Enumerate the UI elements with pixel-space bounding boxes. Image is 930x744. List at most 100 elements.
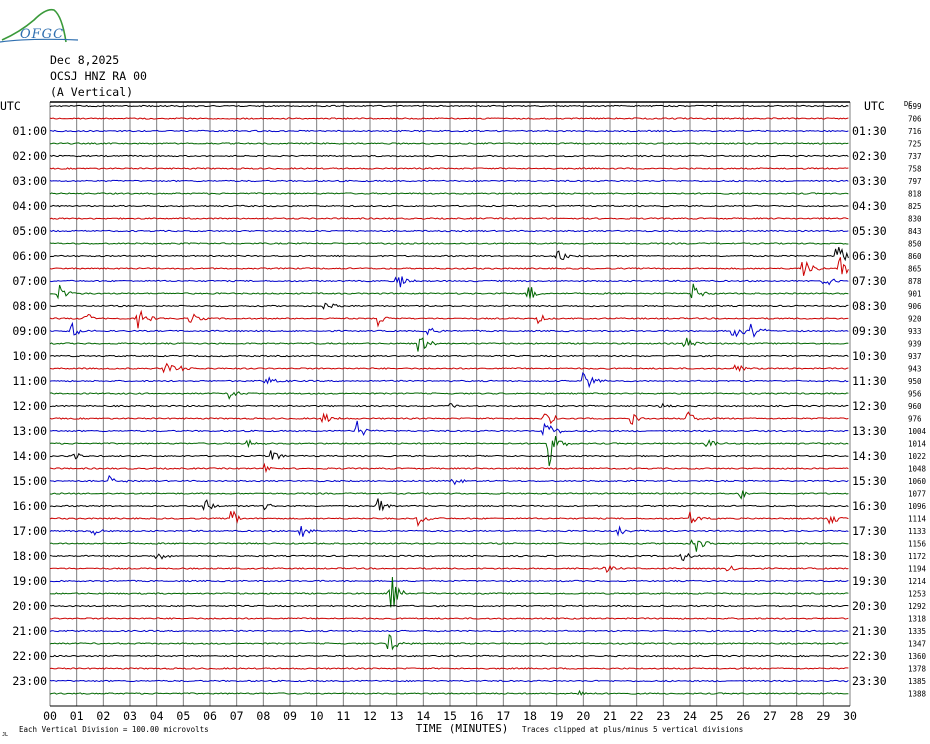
x-tick-label: 29 bbox=[816, 709, 830, 723]
seismic-trace bbox=[49, 391, 849, 400]
trace-dc-value: 797 bbox=[908, 177, 922, 186]
x-tick-label: 28 bbox=[790, 709, 804, 723]
left-hour-label: 16:00 bbox=[12, 499, 47, 513]
x-tick-label: 27 bbox=[763, 709, 777, 723]
trace-dc-value: 906 bbox=[908, 302, 922, 311]
x-axis-title: TIME (MINUTES) bbox=[416, 722, 509, 735]
x-tick-label: 17 bbox=[496, 709, 510, 723]
left-hour-label: 19:00 bbox=[12, 574, 47, 588]
seismic-trace bbox=[49, 354, 849, 358]
x-tick-label: 08 bbox=[256, 709, 270, 723]
axis-labels: 699 706 716 725 737 758 797 818 825 830 843 850 860 8… bbox=[0, 99, 927, 738]
seismic-trace bbox=[49, 436, 849, 467]
right-hour-label: 06:30 bbox=[852, 249, 887, 263]
left-hour-label: 10:00 bbox=[12, 349, 47, 363]
x-tick-label: 03 bbox=[123, 709, 137, 723]
trace-dc-value: 725 bbox=[908, 140, 922, 149]
left-hour-label: 09:00 bbox=[12, 324, 47, 338]
left-axis-title: UTC bbox=[0, 99, 21, 113]
seismic-trace bbox=[49, 362, 849, 374]
left-hour-label: 12:00 bbox=[12, 399, 47, 413]
right-hour-label: 10:30 bbox=[852, 349, 887, 363]
seismic-trace bbox=[49, 604, 849, 608]
left-hour-label: 05:00 bbox=[12, 224, 47, 238]
seismic-trace bbox=[49, 689, 849, 696]
right-hour-label: 13:30 bbox=[852, 424, 887, 438]
left-hour-label: 17:00 bbox=[12, 524, 47, 538]
seismic-trace bbox=[49, 117, 849, 120]
seismic-trace bbox=[49, 302, 849, 310]
left-hour-label: 14:00 bbox=[12, 449, 47, 463]
trace-dc-value: 1048 bbox=[908, 465, 927, 474]
x-tick-label: 18 bbox=[523, 709, 537, 723]
seismic-trace bbox=[49, 654, 849, 658]
seismic-trace bbox=[49, 192, 849, 195]
right-hour-label: 16:30 bbox=[852, 499, 887, 513]
footer-scale-note: Each Vertical Division = 100.00 microvol… bbox=[19, 725, 209, 734]
seismic-trace bbox=[49, 371, 849, 389]
seismic-trace bbox=[49, 217, 849, 220]
seismic-trace bbox=[49, 229, 849, 233]
trace-dc-value: 1335 bbox=[908, 627, 926, 636]
x-tick-label: 11 bbox=[336, 709, 350, 723]
trace-dc-value: 1194 bbox=[908, 565, 927, 574]
trace-dc-value: 825 bbox=[908, 202, 922, 211]
right-scale-title: DC bbox=[904, 100, 912, 108]
seismic-trace bbox=[49, 129, 849, 133]
seismic-trace bbox=[50, 204, 849, 208]
seismic-trace bbox=[49, 667, 849, 670]
right-hour-label: 19:30 bbox=[852, 574, 887, 588]
right-hour-label: 03:30 bbox=[852, 174, 887, 188]
trace-dc-value: 937 bbox=[908, 352, 922, 361]
x-tick-label: 07 bbox=[230, 709, 244, 723]
x-tick-label: 02 bbox=[96, 709, 110, 723]
seismic-trace bbox=[49, 552, 849, 562]
left-hour-label: 07:00 bbox=[12, 274, 47, 288]
right-hour-label: 23:30 bbox=[852, 674, 887, 688]
right-hour-label: 05:30 bbox=[852, 224, 887, 238]
trace-dc-value: 933 bbox=[908, 327, 922, 336]
component-label: (A Vertical) bbox=[50, 85, 134, 99]
seismic-trace bbox=[49, 420, 849, 437]
trace-dc-value: 1360 bbox=[908, 652, 927, 661]
x-tick-label: 15 bbox=[443, 709, 457, 723]
trace-dc-value: 920 bbox=[908, 315, 922, 324]
seismic-trace bbox=[49, 510, 849, 527]
x-tick-label: 12 bbox=[363, 709, 377, 723]
trace-dc-value: 1114 bbox=[908, 515, 927, 524]
seismic-trace bbox=[50, 579, 849, 583]
trace-dc-value: 976 bbox=[908, 415, 922, 424]
left-hour-label: 20:00 bbox=[12, 599, 47, 613]
trace-dc-value: 1014 bbox=[908, 440, 927, 449]
x-tick-label: 30 bbox=[843, 709, 857, 723]
x-tick-label: 04 bbox=[150, 709, 164, 723]
trace-dc-value: 956 bbox=[908, 390, 922, 399]
left-hour-label: 11:00 bbox=[12, 374, 47, 388]
seismic-trace bbox=[49, 490, 849, 500]
x-tick-label: 09 bbox=[283, 709, 297, 723]
trace-dc-value: 1347 bbox=[908, 640, 926, 649]
trace-dc-value: 860 bbox=[908, 252, 922, 261]
x-tick-label: 24 bbox=[683, 709, 697, 723]
trace-dc-value: 1172 bbox=[908, 552, 926, 561]
right-hour-label: 22:30 bbox=[852, 649, 887, 663]
left-hour-label: 22:00 bbox=[12, 649, 47, 663]
logo-mountain-icon bbox=[0, 8, 79, 43]
x-tick-label: 06 bbox=[203, 709, 217, 723]
x-tick-label: 20 bbox=[576, 709, 590, 723]
seismic-trace bbox=[49, 246, 849, 262]
trace-dc-value: 1156 bbox=[908, 540, 927, 549]
trace-dc-value: 865 bbox=[908, 265, 922, 274]
seismic-trace bbox=[49, 142, 849, 145]
seismic-trace bbox=[49, 179, 849, 183]
left-hour-label: 04:00 bbox=[12, 199, 47, 213]
trace-dc-value: 1004 bbox=[908, 427, 927, 436]
trace-dc-value: 1077 bbox=[908, 490, 926, 499]
trace-dc-value: 943 bbox=[908, 365, 922, 374]
trace-dc-value: 1385 bbox=[908, 677, 926, 686]
x-tick-label: 25 bbox=[710, 709, 724, 723]
trace-dc-value: 1060 bbox=[908, 477, 927, 486]
trace-dc-value: 950 bbox=[908, 377, 922, 386]
trace-dc-value: 878 bbox=[908, 277, 922, 286]
